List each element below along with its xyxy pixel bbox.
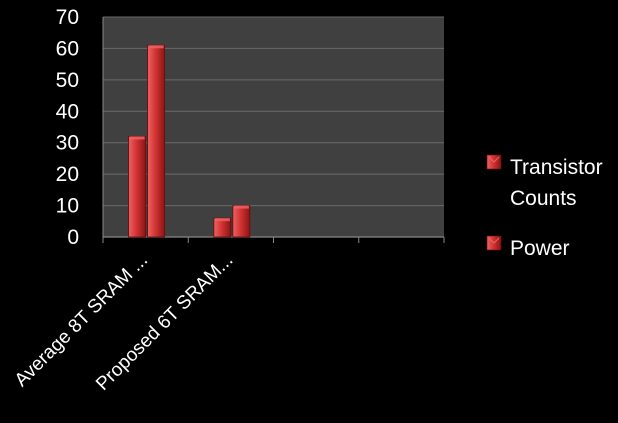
legend-label: Counts xyxy=(510,187,577,210)
y-tick-label: 60 xyxy=(56,37,79,60)
bar-cap xyxy=(148,45,164,49)
y-tick-label: 10 xyxy=(56,195,79,218)
y-tick-label: 70 xyxy=(56,6,79,29)
bar-cap xyxy=(233,205,249,209)
y-tick-label: 20 xyxy=(56,163,79,186)
legend-label: Power xyxy=(510,237,570,260)
y-tick-label: 40 xyxy=(56,100,79,123)
bar-cap xyxy=(214,218,230,222)
bar-transistor-counts xyxy=(128,136,147,238)
y-tick-label: 50 xyxy=(56,69,79,92)
y-tick-label: 0 xyxy=(67,226,79,249)
bar-power xyxy=(147,44,166,238)
legend-label: Transistor xyxy=(510,156,603,179)
x-category-label: Proposed 6T SRAM... xyxy=(92,250,237,395)
bar-cap xyxy=(129,136,145,140)
bar-power xyxy=(232,205,251,238)
y-tick-label: 30 xyxy=(56,132,79,155)
legend-swatch-bevel xyxy=(488,237,500,244)
legend-swatch-bevel xyxy=(488,156,500,163)
